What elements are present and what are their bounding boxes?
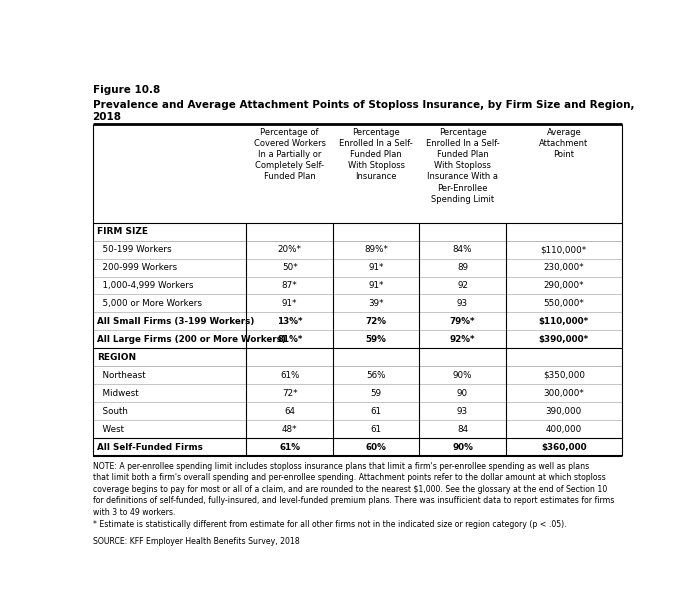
Text: 81%*: 81%* xyxy=(277,335,302,344)
Text: 87*: 87* xyxy=(282,281,298,290)
Text: REGION: REGION xyxy=(97,353,136,362)
Text: 59%: 59% xyxy=(366,335,387,344)
Text: Northeast: Northeast xyxy=(97,371,146,380)
Text: $110,000*: $110,000* xyxy=(541,245,587,254)
Text: 2018: 2018 xyxy=(93,112,121,122)
Text: 72*: 72* xyxy=(282,389,298,398)
Text: 72%: 72% xyxy=(366,317,387,326)
Text: 91*: 91* xyxy=(282,299,298,308)
Text: 20%*: 20%* xyxy=(277,245,302,254)
Text: 89%*: 89%* xyxy=(364,245,388,254)
Text: 56%: 56% xyxy=(367,371,386,380)
Text: 90: 90 xyxy=(457,389,468,398)
Text: 91*: 91* xyxy=(369,263,384,272)
Text: Percentage of
Covered Workers
In a Partially or
Completely Self-
Funded Plan: Percentage of Covered Workers In a Parti… xyxy=(254,128,325,182)
Text: 200-999 Workers: 200-999 Workers xyxy=(97,263,177,272)
Text: 61%: 61% xyxy=(279,443,300,452)
Text: 13%*: 13%* xyxy=(277,317,302,326)
Text: 93: 93 xyxy=(457,406,468,416)
Text: 5,000 or More Workers: 5,000 or More Workers xyxy=(97,299,202,308)
Text: 79%*: 79%* xyxy=(450,317,475,326)
Text: 59: 59 xyxy=(371,389,382,398)
Text: $390,000*: $390,000* xyxy=(539,335,589,344)
Text: South: South xyxy=(97,406,128,416)
Text: 61%: 61% xyxy=(280,371,300,380)
Text: 90%: 90% xyxy=(452,443,473,452)
Text: Midwest: Midwest xyxy=(97,389,139,398)
Text: Percentage
Enrolled In a Self-
Funded Plan
With Stoploss
Insurance: Percentage Enrolled In a Self- Funded Pl… xyxy=(339,128,413,182)
Text: 61: 61 xyxy=(371,406,382,416)
Text: $350,000: $350,000 xyxy=(543,371,585,380)
Text: Prevalence and Average Attachment Points of Stoploss Insurance, by Firm Size and: Prevalence and Average Attachment Points… xyxy=(93,99,634,110)
Text: 92: 92 xyxy=(457,281,468,290)
Text: 84: 84 xyxy=(457,425,468,433)
Text: Average
Attachment
Point: Average Attachment Point xyxy=(539,128,588,159)
Text: Percentage
Enrolled In a Self-
Funded Plan
With Stoploss
Insurance With a
Per-En: Percentage Enrolled In a Self- Funded Pl… xyxy=(426,128,500,204)
Text: 91*: 91* xyxy=(369,281,384,290)
Text: $110,000*: $110,000* xyxy=(539,317,589,326)
Text: 60%: 60% xyxy=(366,443,387,452)
Text: 48*: 48* xyxy=(282,425,298,433)
Text: 89: 89 xyxy=(457,263,468,272)
Text: * Estimate is statistically different from estimate for all other firms not in t: * Estimate is statistically different fr… xyxy=(93,519,566,529)
Text: All Large Firms (200 or More Workers): All Large Firms (200 or More Workers) xyxy=(97,335,286,344)
Text: 1,000-4,999 Workers: 1,000-4,999 Workers xyxy=(97,281,193,290)
Text: West: West xyxy=(97,425,124,433)
Text: 400,000: 400,000 xyxy=(546,425,582,433)
Text: 50-199 Workers: 50-199 Workers xyxy=(97,245,171,254)
Text: 92%*: 92%* xyxy=(450,335,475,344)
Text: 39*: 39* xyxy=(368,299,384,308)
Text: 290,000*: 290,000* xyxy=(544,281,584,290)
Text: 550,000*: 550,000* xyxy=(544,299,584,308)
Text: 300,000*: 300,000* xyxy=(544,389,584,398)
Text: 50*: 50* xyxy=(282,263,298,272)
Text: All Small Firms (3-199 Workers): All Small Firms (3-199 Workers) xyxy=(97,317,254,326)
Text: 230,000*: 230,000* xyxy=(544,263,584,272)
Text: 64: 64 xyxy=(284,406,296,416)
Text: NOTE: A per-enrollee spending limit includes stoploss insurance plans that limit: NOTE: A per-enrollee spending limit incl… xyxy=(93,462,614,516)
Text: 61: 61 xyxy=(371,425,382,433)
Text: Figure 10.8: Figure 10.8 xyxy=(93,85,160,96)
Text: FIRM SIZE: FIRM SIZE xyxy=(97,227,148,236)
Text: SOURCE: KFF Employer Health Benefits Survey, 2018: SOURCE: KFF Employer Health Benefits Sur… xyxy=(93,537,299,546)
Text: $360,000: $360,000 xyxy=(541,443,587,452)
Text: 390,000: 390,000 xyxy=(546,406,582,416)
Text: All Self-Funded Firms: All Self-Funded Firms xyxy=(97,443,203,452)
Text: 90%: 90% xyxy=(453,371,473,380)
Text: 84%: 84% xyxy=(453,245,473,254)
Text: 93: 93 xyxy=(457,299,468,308)
